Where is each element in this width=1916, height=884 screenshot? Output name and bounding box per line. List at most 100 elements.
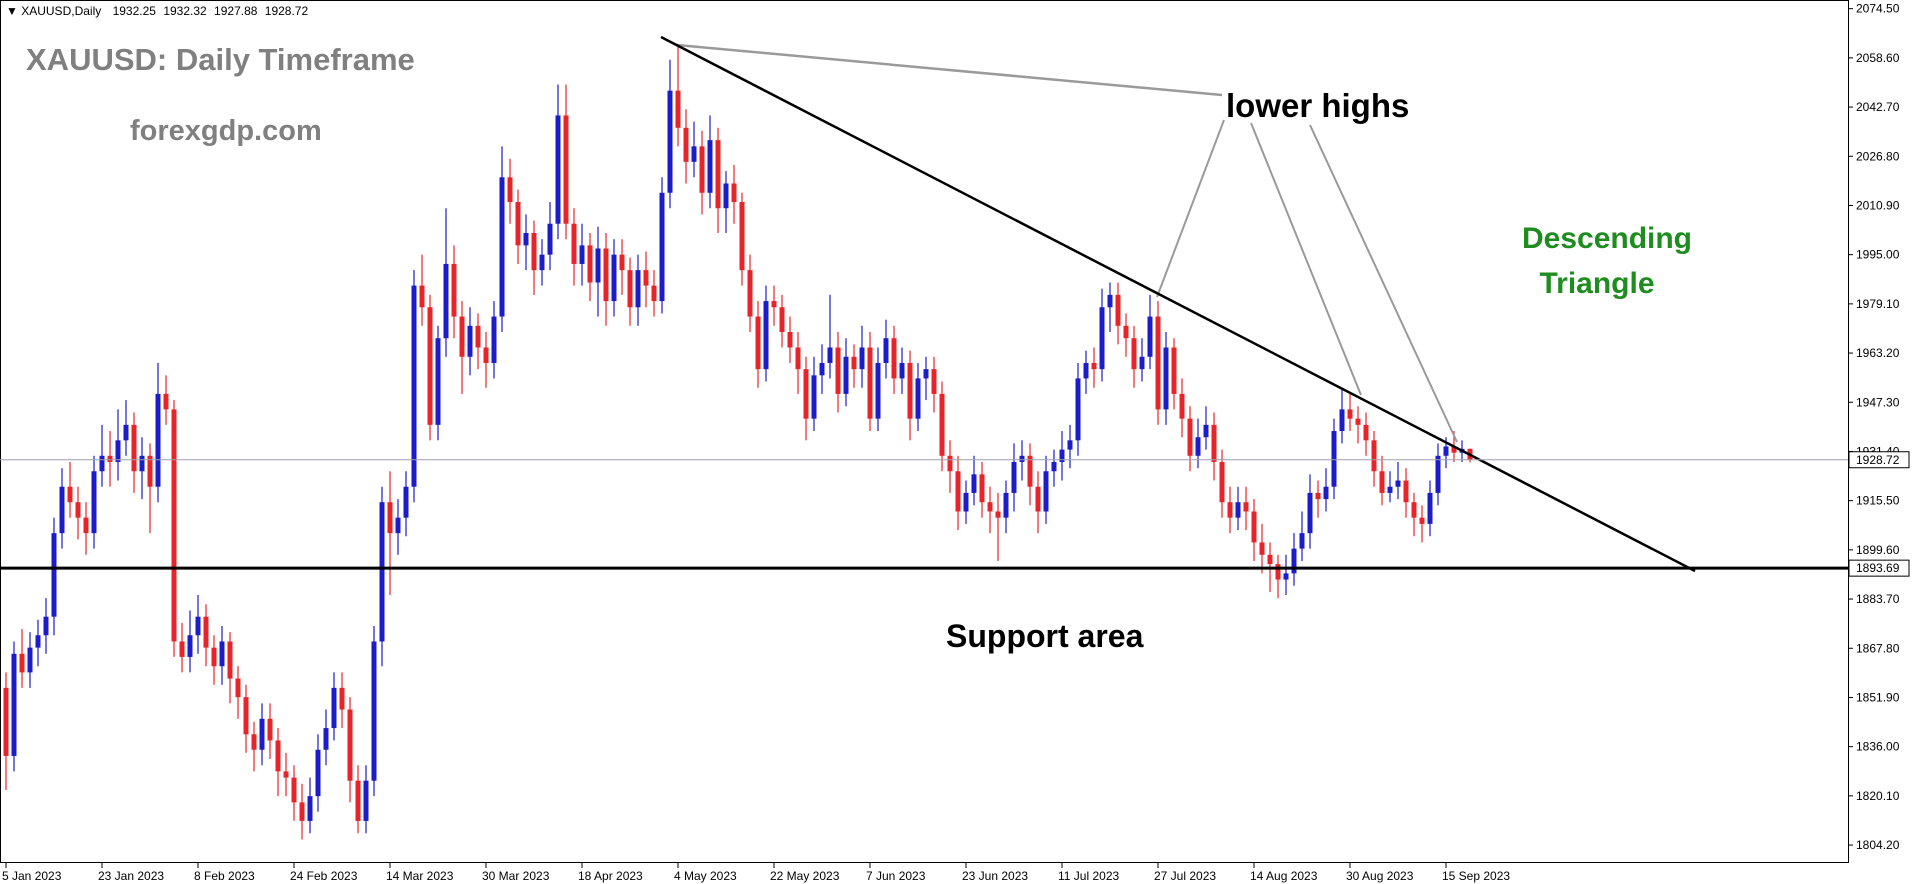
price-label-box [1848,451,1910,469]
candle-body [1363,424,1369,441]
candle-body [571,223,577,264]
y-tick-label: 1836.00 [1856,740,1900,754]
y-tick-label: 1899.60 [1856,543,1900,557]
candle-body [1219,461,1225,503]
y-tick-label: 1820.10 [1856,789,1900,803]
candle-body [75,502,81,518]
candle-body [1251,511,1257,543]
lower-highs-pointer [676,43,1223,97]
header-high: 1932.32 [163,4,207,18]
candle-body [555,115,561,224]
header-arrow: ▼ [6,4,21,18]
candle-body [1139,356,1145,370]
x-tick-label: 23 Jun 2023 [962,869,1028,883]
candle-body [963,492,969,512]
candle-body [755,316,761,370]
support-label: 1893.69 [1856,561,1900,575]
candle-body [11,653,17,756]
header-close: 1928.72 [265,4,309,18]
candle-body [667,90,673,193]
x-tick-label: 14 Mar 2023 [386,869,454,883]
candle-body [387,502,393,534]
lower-highs-pointer [1309,124,1458,443]
x-tick-label: 14 Aug 2023 [1250,869,1318,883]
candle-body [403,486,409,518]
candle-body [691,146,697,162]
candle-body [1195,437,1201,456]
candle-body [987,502,993,512]
candle-body [99,455,105,472]
candle-body [619,254,625,271]
candle-body [995,511,1001,518]
candle-body [979,474,985,503]
x-tick-label: 15 Sep 2023 [1442,869,1510,883]
x-tick-label: 8 Feb 2023 [194,869,255,883]
annotation-pattern: Descending [1522,222,1692,255]
candle-body [291,777,297,803]
candle-body [451,263,457,317]
candle-body [1395,480,1401,487]
candle-body [859,347,865,370]
candle-body [875,362,881,419]
candle-body [227,641,233,679]
candle-body [547,223,553,255]
candle-body [747,270,753,317]
candle-body [355,780,361,821]
candle-body [1267,554,1273,565]
candle-body [339,687,345,710]
candle-body [883,338,889,363]
candle-body [1243,502,1249,512]
candle-body [1379,471,1385,493]
x-tick-label: 7 Jun 2023 [866,869,926,883]
y-tick-label: 2026.80 [1856,149,1900,163]
candle-body [51,533,57,617]
candle-body [1315,492,1321,500]
y-tick-label: 1867.80 [1856,641,1900,655]
candle-body [475,325,481,348]
candle-body [131,424,137,472]
candle-body [467,325,473,357]
x-tick-label: 24 Feb 2023 [290,869,358,883]
candle-body [59,486,65,534]
candle-body [19,653,25,673]
candle-body [851,356,857,370]
candle-body [811,375,817,419]
candle-body [219,641,225,667]
y-tick-label: 1963.20 [1856,346,1900,360]
candle-body [1235,502,1241,518]
y-tick-label: 1979.10 [1856,297,1900,311]
candle-body [1387,486,1393,493]
candle-body [787,332,793,348]
candle-body [1451,446,1457,453]
candle-body [323,728,329,750]
candle-body [659,192,665,302]
candle-body [1339,409,1345,432]
candle-body [155,393,161,487]
candle-body [1331,431,1337,487]
x-tick-label: 30 Aug 2023 [1346,869,1414,883]
x-tick-label: 23 Jan 2023 [98,869,164,883]
candle-body [731,183,737,203]
candle-body [3,687,9,756]
candle-body [515,202,521,246]
y-tick-label: 1804.20 [1856,838,1900,852]
candle-body [707,140,713,193]
candle-body [147,455,153,487]
candle-body [819,362,825,376]
candle-body [1307,492,1313,534]
x-tick-label: 4 May 2023 [674,869,737,883]
candle-body [395,517,401,534]
candle-body [643,270,649,286]
candle-body [27,647,33,673]
candle-body [907,362,913,419]
annotation-pattern: Triangle [1539,267,1654,300]
y-tick-label: 1995.00 [1856,248,1900,262]
candle-body [579,245,585,264]
candles [3,44,1473,840]
candle-body [1155,316,1161,410]
y-tick-label: 2058.60 [1856,51,1900,65]
candle-body [563,115,569,224]
candle-body [139,455,145,472]
candle-body [35,635,41,648]
